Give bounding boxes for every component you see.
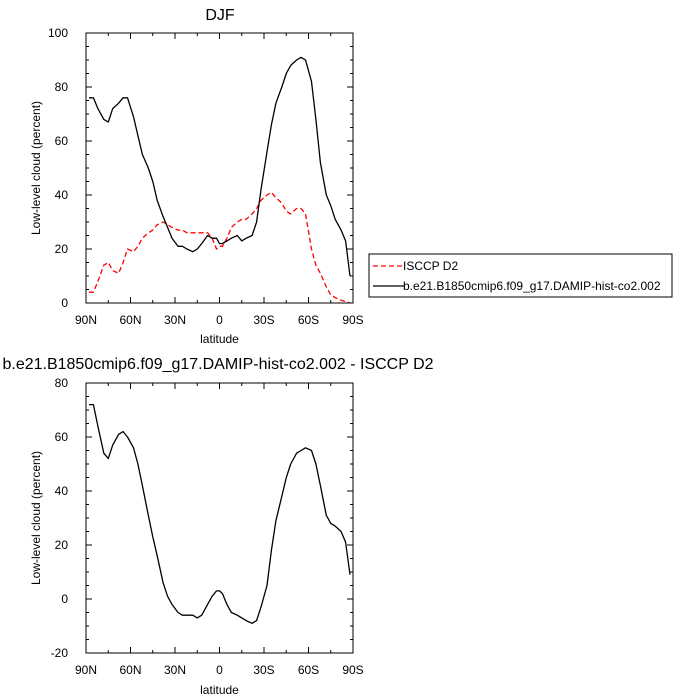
legend-box [368,253,673,298]
y-tick-label: 40 [55,188,69,202]
x-tick-label: 60N [119,663,141,677]
x-tick-label: 30N [164,313,186,327]
y-tick-label: -20 [51,646,69,660]
y-axis-label: Low-level cloud (percent) [29,451,43,585]
plot-frame [85,32,354,304]
x-axis-label: latitude [200,332,239,346]
y-axis-label: Low-level cloud (percent) [29,101,43,235]
x-tick-label: 90S [342,313,363,327]
y-tick-label: 80 [55,80,69,94]
legend-label-2: b.e21.B1850cmip6.f09_g17.DAMIP-hist-co2.… [403,279,661,293]
y-tick-label: 20 [55,538,69,552]
x-tick-label: 90S [342,663,363,677]
x-tick-label: 30S [253,313,274,327]
x-tick-label: 0 [216,663,223,677]
x-tick-label: 60S [298,313,319,327]
y-tick-label: 60 [55,430,69,444]
legend-label-1: ISCCP D2 [403,259,458,273]
chart-title: DJF [205,7,235,24]
x-tick-label: 60S [298,663,319,677]
x-tick-label: 0 [216,313,223,327]
legend: ISCCP D2 b.e21.B1850cmip6.f09_g17.DAMIP-h… [368,253,673,298]
y-tick-label: 40 [55,484,69,498]
x-tick-label: 90N [75,313,97,327]
y-tick-label: 20 [55,242,69,256]
y-tick-label: 100 [48,26,68,40]
series-line-1 [89,403,351,624]
plot-frame [85,382,354,654]
chart-panel-1: DJF 90N 60N 30N 0 30S 60S 90S 0 20 40 60 80 100 latitu… [29,7,673,346]
series-line-1 [89,191,351,304]
x-tick-label: 90N [75,663,97,677]
series-line-2 [89,56,351,277]
y-tick-label: 80 [55,376,69,390]
chart-panel-2: b.e21.B1850cmip6.f09_g17.DAMIP-hist-co2.… [2,356,433,697]
x-tick-label: 30S [253,663,274,677]
chart-title: b.e21.B1850cmip6.f09_g17.DAMIP-hist-co2.… [2,356,433,373]
x-tick-label: 60N [119,313,141,327]
y-tick-label: 60 [55,134,69,148]
x-tick-label: 30N [164,663,186,677]
y-tick-label: 0 [61,592,68,606]
x-axis-label: latitude [200,683,239,697]
y-tick-label: 0 [61,296,68,310]
